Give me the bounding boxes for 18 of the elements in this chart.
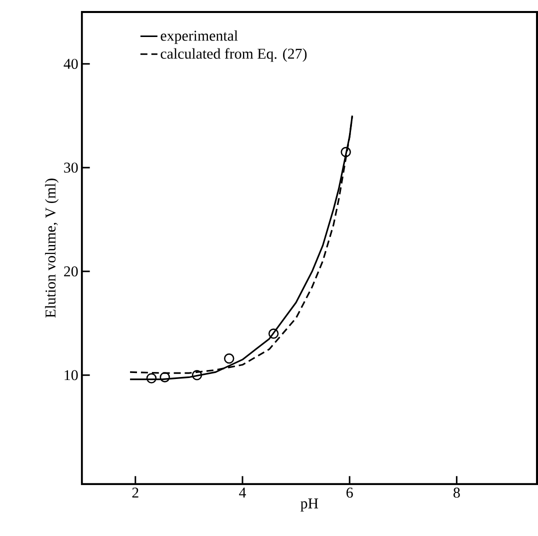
point xyxy=(224,353,234,364)
point xyxy=(160,372,170,382)
y-tick-label: 20 xyxy=(64,266,78,276)
point xyxy=(146,373,157,384)
legend-label: calculated from Eq. (27) xyxy=(160,48,307,62)
point xyxy=(340,146,351,158)
point xyxy=(192,370,202,380)
y-tick-label: 10 xyxy=(64,370,78,380)
x-tick-label: 4 xyxy=(239,488,246,498)
legend-label: experimental xyxy=(160,30,238,44)
y-tick-label: 40 xyxy=(64,58,78,69)
x-tick-label: 8 xyxy=(454,488,460,498)
x-axis-title: pH xyxy=(300,498,318,512)
y-axis-title: Elution volume, V (ml) xyxy=(45,178,59,318)
point xyxy=(268,328,279,339)
x-tick-label: 6 xyxy=(346,488,353,498)
x-tick-label: 2 xyxy=(132,488,138,498)
y-tick-label: 30 xyxy=(64,162,78,173)
